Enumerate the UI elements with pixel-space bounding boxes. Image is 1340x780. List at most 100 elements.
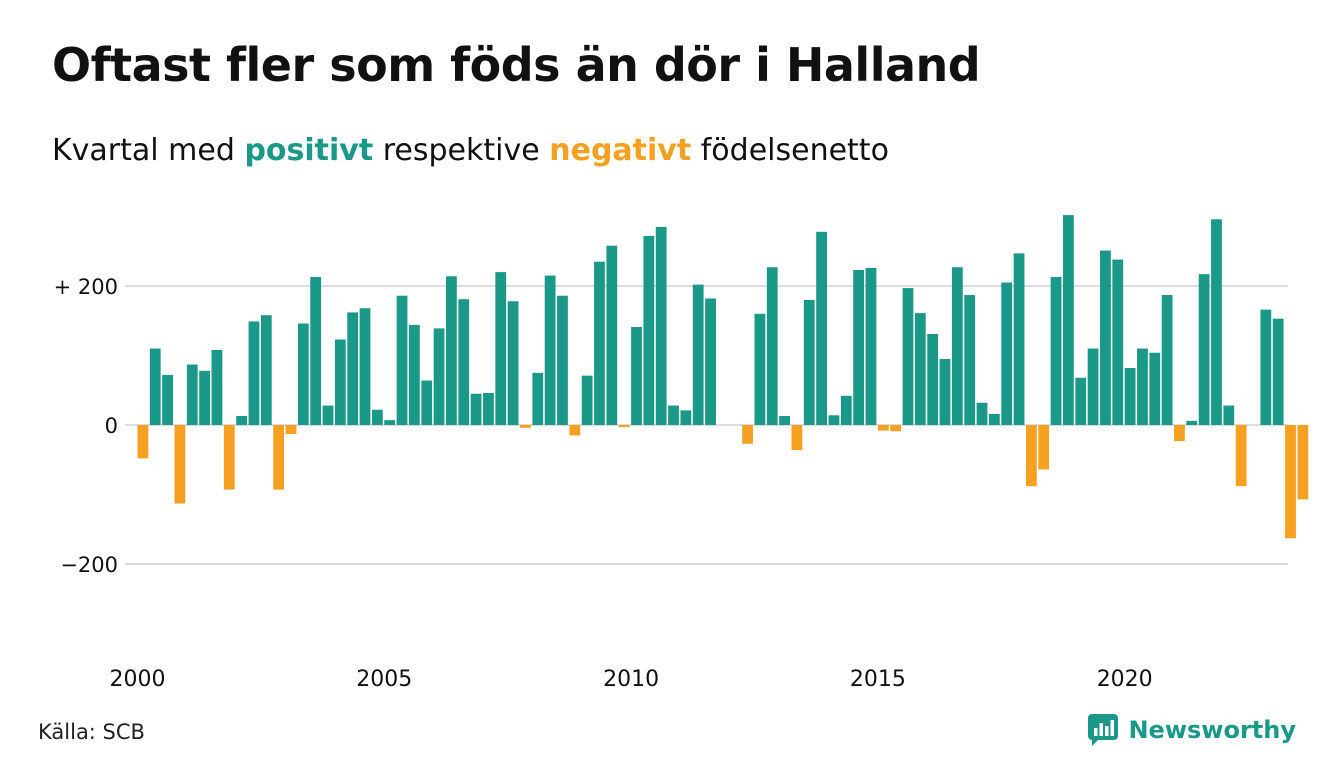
y-tick-label: + 200 <box>54 275 118 299</box>
bar <box>1285 425 1296 539</box>
x-tick-label: 2015 <box>850 667 906 692</box>
x-tick-label: 2020 <box>1097 667 1153 692</box>
bar <box>1137 348 1148 425</box>
bar <box>1260 309 1272 425</box>
y-axis-labels: + 200 0 −200 <box>54 275 118 577</box>
bar <box>1235 425 1247 487</box>
bar <box>581 375 593 425</box>
bar <box>890 425 902 432</box>
bar <box>927 333 939 425</box>
bar <box>297 323 309 425</box>
bars <box>137 215 1309 539</box>
bar <box>248 321 260 425</box>
bar <box>988 413 1000 425</box>
bar <box>742 425 753 444</box>
bar <box>557 295 568 425</box>
bar <box>569 425 581 436</box>
bar <box>1272 318 1284 425</box>
bar <box>1124 368 1136 425</box>
brand-name: Newsworthy <box>1128 716 1296 744</box>
bar <box>483 393 494 425</box>
bar <box>149 348 161 425</box>
bar <box>643 235 655 425</box>
bar <box>334 339 346 425</box>
bar <box>754 313 766 425</box>
bar <box>1223 405 1235 425</box>
subtitle-negative-word: negativt <box>549 133 692 168</box>
bar <box>1100 250 1111 425</box>
bar <box>1063 215 1074 425</box>
bar <box>396 295 408 425</box>
bar <box>532 372 544 425</box>
bar <box>803 299 815 425</box>
bar <box>655 226 667 425</box>
bar <box>1050 276 1062 425</box>
x-axis-labels: 2000 2005 2010 2015 2020 <box>110 667 1153 692</box>
bar <box>507 301 519 425</box>
bar <box>618 425 630 428</box>
bar <box>1038 425 1050 470</box>
bar <box>1198 274 1210 425</box>
bar <box>766 267 778 425</box>
bar <box>162 374 173 425</box>
bar <box>779 415 790 425</box>
bar <box>199 370 210 425</box>
bar <box>174 425 186 504</box>
bar <box>840 395 852 425</box>
source-note: Källa: SCB <box>38 720 145 744</box>
bar <box>939 358 951 425</box>
bar <box>446 276 457 425</box>
bar <box>1297 425 1309 500</box>
bar <box>310 276 322 425</box>
y-tick-label: −200 <box>60 553 118 577</box>
bar <box>1149 352 1161 425</box>
bar <box>544 275 556 425</box>
bar <box>223 425 235 490</box>
bar <box>186 364 198 425</box>
bar <box>964 295 976 425</box>
bar <box>236 415 248 425</box>
bar <box>1161 295 1173 425</box>
bar <box>606 245 618 425</box>
bar <box>976 402 988 425</box>
bar <box>137 425 149 459</box>
bar <box>384 420 396 425</box>
x-tick-label: 2000 <box>110 667 166 692</box>
bar <box>1112 259 1124 425</box>
bar <box>433 328 445 425</box>
bar <box>1211 219 1222 425</box>
subtitle-prefix: Kvartal med <box>52 133 235 168</box>
subtitle-middle: respektive <box>382 133 540 168</box>
bar <box>1001 282 1013 425</box>
bar <box>816 231 827 425</box>
bar <box>211 349 223 425</box>
bar <box>791 425 803 451</box>
bar <box>470 393 482 425</box>
x-tick-label: 2010 <box>603 667 659 692</box>
bar <box>421 380 433 425</box>
subtitle-suffix: födelsenetto <box>700 133 889 168</box>
bar <box>260 315 272 425</box>
bar <box>322 405 334 425</box>
bar <box>951 267 963 425</box>
bar <box>1087 348 1099 425</box>
bar <box>680 410 692 425</box>
bar <box>408 324 420 425</box>
bar <box>1075 377 1087 425</box>
bar <box>285 425 297 435</box>
chart-title: Oftast fler som föds än dör i Halland <box>52 38 981 92</box>
bar <box>347 312 359 425</box>
chart-bubble-icon <box>1088 714 1119 746</box>
bar <box>1013 253 1025 425</box>
bar <box>371 409 383 425</box>
bar <box>1186 420 1198 425</box>
bar <box>631 327 642 425</box>
bar <box>902 288 914 425</box>
bar <box>495 272 507 425</box>
bar <box>853 270 865 425</box>
bar <box>520 425 531 428</box>
y-tick-label: 0 <box>105 414 118 438</box>
bar <box>1025 425 1037 487</box>
bar <box>828 415 840 425</box>
bar <box>914 313 926 425</box>
